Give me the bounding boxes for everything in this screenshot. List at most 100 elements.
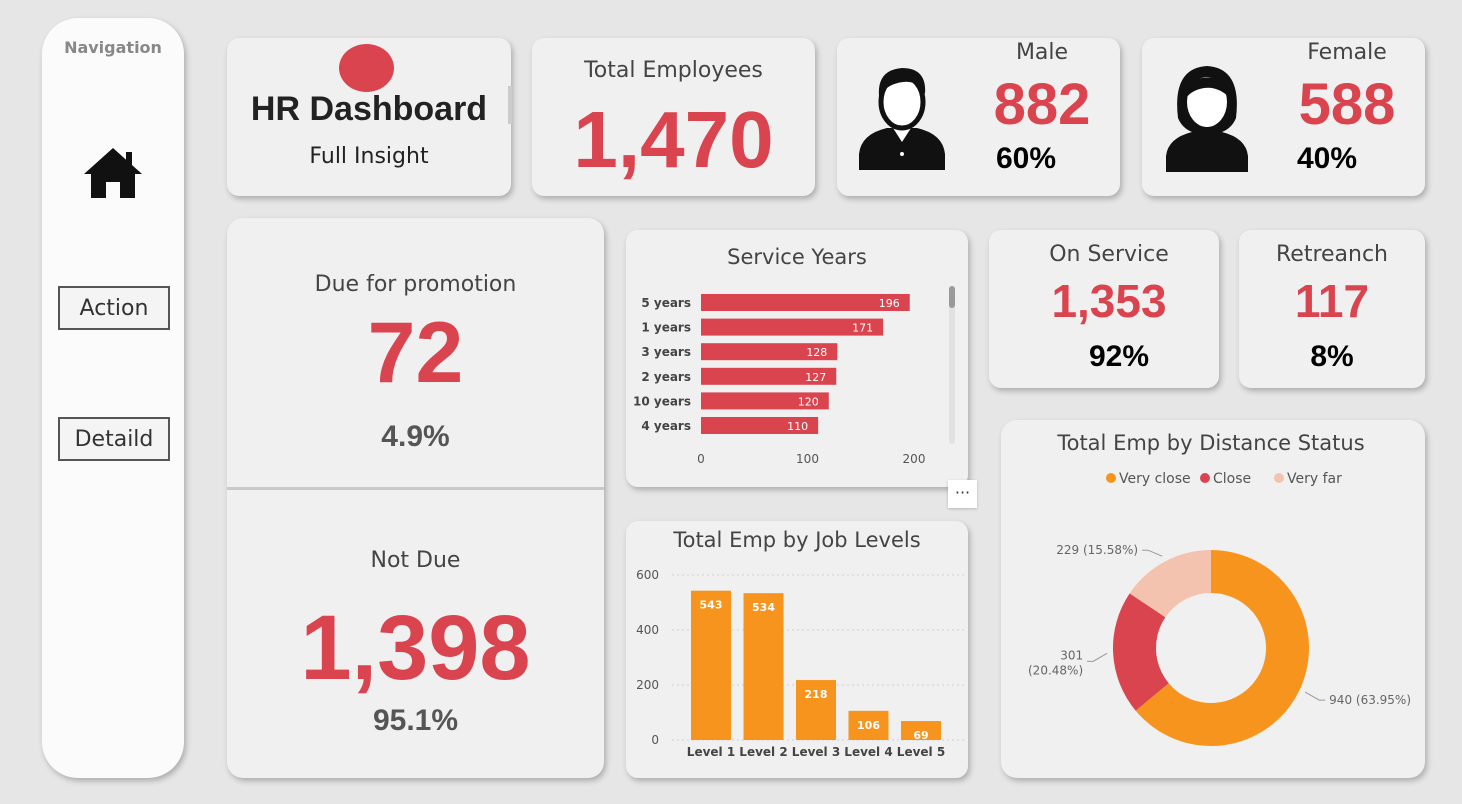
- service-years-data-label: 127: [805, 371, 826, 384]
- distance-legend-marker: [1274, 473, 1284, 483]
- job-levels-title: Total Emp by Job Levels: [672, 528, 920, 552]
- job-levels-data-label: 106: [857, 719, 880, 732]
- job-levels-tick-label: 400: [636, 623, 659, 637]
- service-years-chart: Service Years 5 years 196 1 years 171 3 year…: [633, 245, 955, 466]
- on-service-card: On Service 1,353 92%: [989, 230, 1219, 388]
- distance-slice[interactable]: [1113, 593, 1169, 711]
- service-years-category-label: 4 years: [641, 419, 691, 433]
- job-levels-bar[interactable]: [848, 710, 889, 740]
- promotion-card: Due for promotion 72 4.9% Not Due 1,398 …: [227, 218, 604, 778]
- retrench-card: Retreanch 117 8%: [1239, 230, 1425, 388]
- service-years-title: Service Years: [727, 245, 867, 269]
- job-levels-card: Total Emp by Job Levels 0 200 400 600 543 Le…: [626, 521, 968, 778]
- distance-legend-marker: [1200, 473, 1210, 483]
- distance-legend-label: Very close: [1119, 471, 1191, 487]
- more-options-icon[interactable]: ···: [948, 480, 977, 508]
- job-levels-data-label: 69: [913, 729, 928, 742]
- job-levels-bar[interactable]: [901, 721, 941, 740]
- service-years-card: Service Years 5 years 196 1 years 171 3 year…: [626, 230, 968, 487]
- detail-button[interactable]: Detaild: [58, 417, 170, 461]
- total-employees-value: 1,470: [573, 95, 774, 184]
- job-levels-data-label: 218: [805, 688, 828, 701]
- service-years-data-label: 120: [798, 395, 819, 408]
- job-levels-data-label: 543: [700, 599, 723, 612]
- female-value: 588: [1298, 72, 1396, 137]
- service-years-bar[interactable]: [701, 318, 884, 336]
- service-years-category-label: 1 years: [641, 321, 691, 335]
- job-levels-category-label: Level 5: [897, 745, 945, 759]
- promotion-divider: [227, 487, 604, 490]
- distance-data-label: 229 (15.58%): [1056, 543, 1138, 557]
- total-employees-card: Total Employees 1,470: [532, 38, 815, 196]
- female-label: Female: [1307, 40, 1387, 65]
- service-years-tick-label: 200: [903, 452, 926, 466]
- service-years-bar[interactable]: [701, 367, 837, 385]
- job-levels-tick-label: 200: [636, 678, 659, 692]
- distance-data-label: 301 (20.48%): [1028, 648, 1083, 677]
- service-years-category-label: 2 years: [641, 370, 691, 384]
- service-years-scroll-track: [949, 286, 955, 444]
- retrench-label: Retreanch: [1275, 242, 1389, 267]
- distance-legend-label: Close: [1213, 471, 1251, 487]
- service-years-data-label: 110: [787, 420, 808, 433]
- distance-legend-marker: [1106, 473, 1116, 483]
- service-years-data-label: 128: [806, 346, 827, 359]
- job-levels-data-label: 534: [752, 601, 775, 614]
- due-promotion-label: Due for promotion: [314, 272, 517, 297]
- due-promotion-value: 72: [367, 305, 464, 401]
- due-promotion-percent: 4.9%: [381, 420, 450, 453]
- distance-legend-label: Very far: [1287, 471, 1342, 487]
- job-levels-category-label: Level 4: [844, 745, 892, 759]
- job-levels-tick-label: 600: [636, 568, 659, 582]
- not-due-value: 1,398: [300, 597, 531, 699]
- job-levels-chart: Total Emp by Job Levels 0 200 400 600 543 Le…: [636, 528, 964, 759]
- job-levels-category-label: Level 2: [739, 745, 787, 759]
- service-years-data-label: 171: [852, 322, 873, 335]
- distance-card: Total Emp by Distance Status Very close C…: [1001, 420, 1425, 778]
- logo-dot: [339, 44, 394, 92]
- title-cursor: [508, 86, 512, 124]
- dashboard-title: HR Dashboard: [250, 90, 488, 128]
- job-levels-tick-label: 0: [651, 733, 659, 747]
- male-percent: 60%: [995, 142, 1057, 175]
- on-service-label: On Service: [1049, 242, 1169, 267]
- male-label: Male: [1015, 40, 1069, 65]
- service-years-scrollbar[interactable]: [949, 286, 955, 308]
- service-years-data-label: 196: [879, 297, 900, 310]
- retrench-percent: 8%: [1310, 340, 1354, 373]
- service-years-bar[interactable]: [701, 343, 838, 361]
- on-service-value: 1,353: [1051, 275, 1167, 327]
- service-years-bar[interactable]: [701, 294, 910, 311]
- job-levels-category-label: Level 1: [687, 745, 735, 759]
- female-percent: 40%: [1296, 142, 1358, 175]
- male-card: Male 882 60%: [837, 38, 1120, 196]
- not-due-percent: 95.1%: [372, 704, 459, 737]
- job-levels-category-label: Level 3: [792, 745, 840, 759]
- service-years-category-label: 5 years: [641, 296, 691, 310]
- total-employees-label: Total Employees: [584, 58, 763, 83]
- male-value: 882: [993, 72, 1091, 137]
- dashboard-subtitle: Full Insight: [309, 144, 429, 169]
- job-levels-bar[interactable]: [691, 590, 731, 740]
- distance-chart: Total Emp by Distance Status Very close C…: [1028, 431, 1411, 746]
- service-years-category-label: 10 years: [633, 394, 691, 408]
- home-icon[interactable]: [82, 146, 144, 202]
- service-years-bar[interactable]: [701, 417, 819, 434]
- action-button[interactable]: Action: [58, 286, 170, 330]
- distance-data-label: 940 (63.95%): [1329, 693, 1411, 707]
- service-years-bar[interactable]: [701, 392, 829, 410]
- distance-slice[interactable]: [1129, 550, 1211, 618]
- service-years-tick-label: 0: [697, 452, 705, 466]
- service-years-tick-label: 100: [796, 452, 819, 466]
- job-levels-bar[interactable]: [743, 593, 784, 740]
- distance-title: Total Emp by Distance Status: [1056, 431, 1364, 455]
- female-card: Female 588 40%: [1142, 38, 1425, 196]
- distance-leader-line: [1142, 549, 1163, 557]
- job-levels-bar[interactable]: [796, 680, 836, 740]
- navigation-panel: Navigation Action Detaild: [42, 18, 184, 778]
- service-years-category-label: 3 years: [641, 345, 691, 359]
- distance-slice[interactable]: [1135, 550, 1309, 746]
- title-card: HR Dashboard Full Insight: [227, 38, 512, 196]
- distance-leader-line: [1087, 652, 1108, 662]
- not-due-label: Not Due: [370, 548, 461, 573]
